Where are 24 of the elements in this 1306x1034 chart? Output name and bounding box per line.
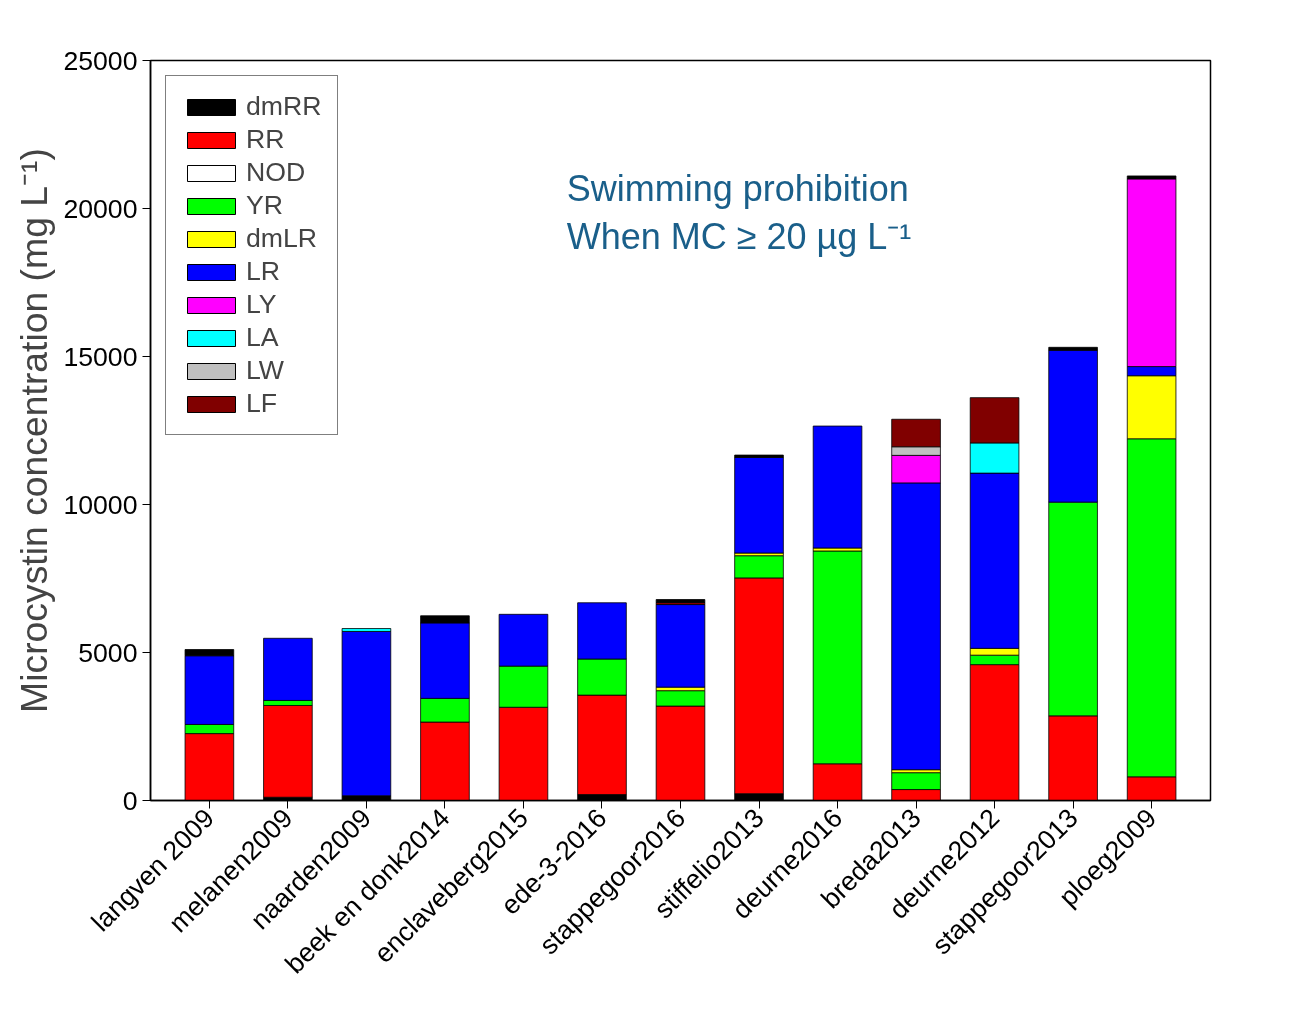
bar — [655, 604, 706, 688]
y-tick-label: 0 — [122, 785, 138, 816]
legend-label: LW — [246, 355, 285, 386]
legend-label: YR — [246, 190, 284, 221]
legend-label: LY — [246, 289, 277, 320]
bar — [812, 425, 863, 549]
legend-label: dmLR — [246, 223, 318, 254]
y-tick-label: 10000 — [63, 489, 138, 520]
annotation: Swimming prohibition — [566, 167, 909, 209]
legend-label: NOD — [246, 157, 306, 188]
y-tick-label: 20000 — [63, 193, 138, 224]
legend-label: RR — [246, 124, 285, 155]
y-tick-label: 5000 — [78, 637, 138, 668]
y-tick-label: 25000 — [63, 45, 138, 76]
y-axis-title: Microcystin concentration (mg L⁻¹) — [13, 148, 56, 713]
legend-label: LA — [246, 322, 279, 353]
legend-label: dmRR — [246, 91, 322, 122]
annotation: When MC ≥ 20 µg L⁻¹ — [566, 216, 912, 258]
bar — [734, 457, 784, 554]
y-tick-label: 15000 — [63, 341, 138, 372]
legend-label: LR — [246, 256, 281, 287]
bar — [263, 705, 313, 798]
bar — [341, 631, 392, 797]
legend-label: LF — [246, 388, 278, 419]
